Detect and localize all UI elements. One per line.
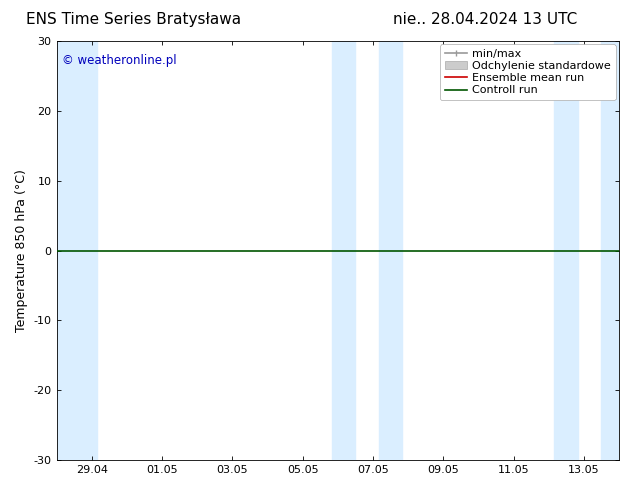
Text: © weatheronline.pl: © weatheronline.pl <box>62 53 177 67</box>
Bar <box>378 41 403 460</box>
Text: ENS Time Series Bratysława: ENS Time Series Bratysława <box>26 12 241 27</box>
Bar <box>554 41 578 460</box>
Bar <box>332 41 355 460</box>
Bar <box>602 41 619 460</box>
Legend: min/max, Odchylenie standardowe, Ensemble mean run, Controll run: min/max, Odchylenie standardowe, Ensembl… <box>440 45 616 100</box>
Bar <box>56 41 98 460</box>
Y-axis label: Temperature 850 hPa (°C): Temperature 850 hPa (°C) <box>15 169 28 332</box>
Text: nie.. 28.04.2024 13 UTC: nie.. 28.04.2024 13 UTC <box>393 12 578 27</box>
